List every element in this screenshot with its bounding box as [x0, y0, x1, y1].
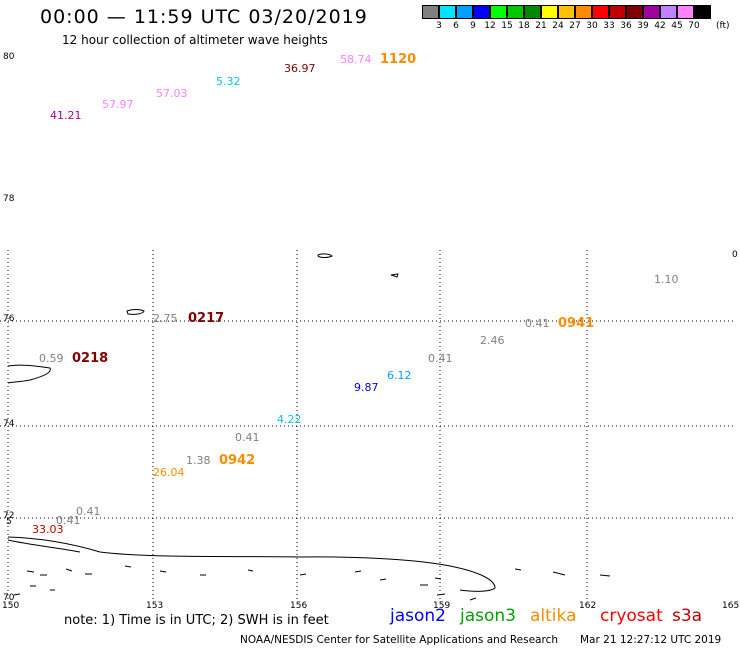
legend-swatch	[660, 5, 677, 19]
wave-height-label: 0.41	[235, 431, 260, 444]
wave-height-label: 4.22	[277, 413, 302, 426]
legend-swatch	[456, 5, 473, 19]
color-legend	[422, 5, 711, 19]
wave-height-label: 57.03	[156, 87, 188, 100]
legend-label: 12	[484, 21, 496, 31]
legend-label: 3	[436, 21, 442, 31]
wave-height-label: 58.74	[340, 53, 372, 66]
footer-note: note: 1) Time is in UTC; 2) SWH is in fe…	[64, 613, 329, 628]
mission-label: jason3	[460, 606, 516, 626]
legend-label: 24	[552, 21, 564, 31]
longitude-labels: 150 153 156 159 162 165	[2, 601, 739, 611]
pass-time-label: 0942	[219, 453, 255, 468]
legend-swatch	[643, 5, 660, 19]
lat-label: 76	[3, 314, 15, 324]
legend-swatch	[575, 5, 592, 19]
pass-time-label: 1120	[380, 52, 416, 67]
lat-label: 74	[3, 419, 15, 429]
legend-label: 45	[671, 21, 683, 31]
legend-swatch	[677, 5, 694, 19]
legend-labels: 3 6 9 12 15 18 21 24 27 30 33 36 39 42 45 70	[422, 21, 740, 35]
wave-height-label: 1.38	[186, 454, 211, 467]
legend-unit: (ft)	[716, 21, 730, 31]
mission-label: altika	[530, 606, 577, 626]
wave-height-label: 0.41	[76, 505, 101, 518]
legend-label: 33	[603, 21, 615, 31]
pass-time-label: 0217	[188, 311, 224, 326]
lon-label: 156	[290, 601, 307, 611]
lon-label: 150	[2, 601, 19, 611]
wave-height-label: 26.04	[153, 466, 185, 479]
legend-swatch	[439, 5, 456, 19]
wave-height-label: 0.41	[428, 352, 453, 365]
observation-labels: 58.74 1120 36.97 5.32 57.03 57.97 41.21 2.75 021…	[32, 52, 679, 536]
wave-height-label: 0.59	[39, 352, 64, 365]
legend-swatch	[609, 5, 626, 19]
legend-swatch	[592, 5, 609, 19]
wave-height-label: 36.97	[284, 62, 316, 75]
lat-label: 78	[3, 194, 15, 204]
wave-height-label: 0.41	[525, 317, 550, 330]
wave-height-label: 9.87	[354, 381, 379, 394]
legend-label: 21	[535, 21, 547, 31]
graticule	[0, 250, 735, 600]
legend-swatch	[422, 5, 439, 19]
legend-swatch	[490, 5, 507, 19]
mission-label: cryosat	[600, 606, 663, 626]
legend-label: 70	[688, 21, 700, 31]
legend-label: 27	[569, 21, 581, 31]
legend-swatch	[626, 5, 643, 19]
lon-label: 153	[146, 601, 163, 611]
legend-label: 42	[654, 21, 666, 31]
lon-label: 159	[433, 601, 450, 611]
pass-time-label: 0941	[558, 316, 594, 331]
map-subtitle: 12 hour collection of altimeter wave hei…	[62, 33, 328, 47]
legend-swatch	[507, 5, 524, 19]
lon-label: 162	[579, 601, 596, 611]
legend-label: 39	[637, 21, 649, 31]
mission-label: s3a	[672, 606, 703, 626]
mission-label: jason2	[390, 606, 446, 626]
legend-label: 15	[501, 21, 513, 31]
lat-label: 70	[3, 593, 15, 603]
wave-height-label: 57.97	[102, 98, 134, 111]
legend-label: 18	[518, 21, 530, 31]
legend-swatch	[524, 5, 541, 19]
edge-label-left: 5	[6, 517, 12, 527]
lon-label: 165	[722, 601, 739, 611]
wave-height-label: 5.32	[216, 75, 241, 88]
edge-label-right: 0	[732, 250, 738, 260]
footer-credit: NOAA/NESDIS Center for Satellite Applica…	[240, 634, 558, 646]
legend-swatch	[558, 5, 575, 19]
latitude-labels: 80 78 76 74 72 70 5 0	[3, 52, 738, 603]
wave-height-label: 2.46	[480, 334, 505, 347]
legend-swatch	[473, 5, 490, 19]
lat-label: 72	[3, 511, 14, 521]
coastline	[7, 253, 611, 601]
legend-label: 36	[620, 21, 632, 31]
legend-label: 30	[586, 21, 598, 31]
wave-height-label: 33.03	[32, 523, 64, 536]
legend-label: 6	[453, 21, 459, 31]
wave-height-label: 41.21	[50, 109, 82, 122]
pass-time-label: 0218	[72, 351, 108, 366]
wave-height-label: 1.10	[654, 273, 679, 286]
wave-height-label: 6.12	[387, 369, 412, 382]
lat-label: 80	[3, 52, 15, 62]
legend-label: 9	[470, 21, 476, 31]
legend-swatch	[541, 5, 558, 19]
legend-swatch	[694, 5, 711, 19]
wave-height-label: 2.75	[153, 312, 178, 325]
wave-height-label: 0.41	[56, 514, 81, 527]
footer-timestamp: Mar 21 12:27:12 UTC 2019	[580, 634, 722, 646]
map-title: 00:00 — 11:59 UTC 03/20/2019	[40, 6, 368, 28]
